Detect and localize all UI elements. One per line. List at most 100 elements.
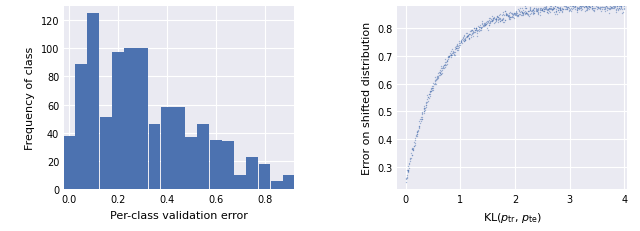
Point — [416, 117, 426, 121]
Point — [536, 8, 547, 12]
Point — [424, 95, 435, 98]
Point — [405, 158, 415, 161]
Point — [532, 12, 543, 16]
Point — [612, 7, 622, 10]
Point — [429, 82, 440, 86]
Point — [407, 148, 417, 151]
Point — [617, 3, 627, 7]
Point — [470, 27, 481, 30]
Point — [479, 24, 490, 28]
Point — [616, 7, 627, 11]
Point — [505, 18, 515, 21]
Point — [584, 5, 595, 9]
Point — [531, 10, 541, 14]
Point — [574, 5, 584, 8]
Point — [491, 18, 501, 22]
Point — [501, 12, 511, 16]
Point — [602, 5, 612, 8]
Point — [486, 20, 497, 24]
Point — [477, 26, 488, 30]
Point — [415, 118, 426, 122]
Point — [525, 9, 535, 13]
Point — [605, 6, 616, 10]
Point — [543, 10, 554, 14]
Point — [420, 109, 430, 112]
Point — [410, 141, 420, 145]
Point — [598, 3, 608, 7]
Point — [532, 10, 542, 13]
Point — [504, 12, 514, 16]
Point — [484, 24, 495, 27]
Point — [402, 175, 412, 179]
Point — [532, 8, 542, 12]
Point — [572, 9, 582, 12]
Point — [436, 72, 446, 76]
Point — [445, 52, 455, 56]
Point — [493, 16, 503, 20]
Point — [600, 2, 610, 6]
Point — [584, 6, 595, 10]
Point — [467, 29, 477, 33]
Point — [578, 3, 588, 7]
Point — [408, 149, 419, 152]
Point — [506, 12, 516, 15]
Point — [468, 32, 479, 36]
Y-axis label: Frequency of class: Frequency of class — [25, 47, 35, 150]
Point — [577, 8, 588, 11]
Point — [520, 5, 530, 9]
Point — [452, 47, 463, 50]
Point — [563, 9, 573, 13]
Point — [437, 72, 447, 76]
Point — [474, 30, 484, 33]
Point — [562, 7, 572, 11]
Point — [465, 33, 476, 36]
Point — [417, 118, 428, 122]
Point — [516, 14, 527, 18]
Point — [488, 15, 498, 18]
Point — [550, 6, 561, 9]
Point — [557, 10, 568, 14]
Point — [510, 14, 520, 18]
Point — [602, 9, 612, 13]
Bar — [259, 164, 271, 189]
Point — [482, 20, 492, 24]
Point — [567, 8, 577, 12]
Point — [597, 8, 607, 12]
Point — [524, 10, 534, 13]
Point — [479, 25, 489, 29]
Point — [404, 166, 415, 170]
Point — [470, 27, 481, 30]
Bar — [271, 181, 283, 189]
Point — [420, 107, 430, 111]
Point — [620, 7, 630, 11]
Y-axis label: Error on shifted distribution: Error on shifted distribution — [362, 22, 372, 174]
Point — [548, 6, 558, 9]
Point — [517, 15, 527, 18]
Point — [550, 13, 561, 17]
Point — [500, 10, 511, 14]
Point — [424, 93, 435, 97]
Point — [539, 9, 549, 12]
Point — [412, 134, 422, 138]
Point — [487, 19, 497, 23]
Point — [605, 5, 615, 9]
Point — [412, 131, 422, 134]
Point — [540, 7, 550, 11]
Point — [564, 4, 574, 8]
Bar — [136, 49, 148, 189]
Point — [614, 5, 625, 9]
Point — [497, 19, 508, 23]
Point — [480, 24, 490, 27]
Point — [609, 4, 620, 7]
Point — [501, 14, 511, 18]
Point — [436, 67, 446, 70]
Point — [569, 6, 579, 10]
Point — [540, 7, 550, 10]
Point — [536, 9, 547, 12]
Point — [497, 21, 508, 25]
Point — [447, 52, 457, 56]
Point — [556, 9, 566, 13]
Point — [612, 5, 623, 9]
Point — [417, 118, 427, 121]
Point — [495, 18, 505, 21]
